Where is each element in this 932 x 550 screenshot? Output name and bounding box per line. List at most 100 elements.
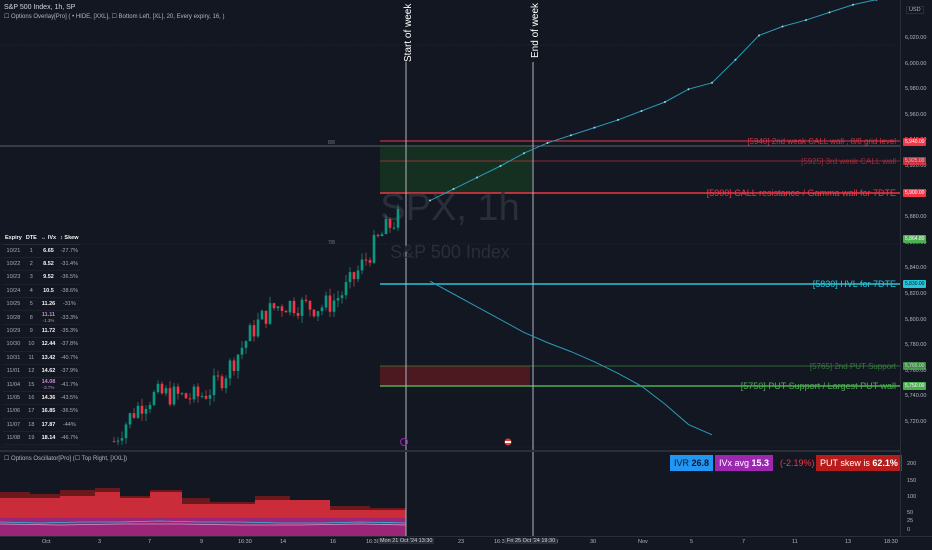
oscillator-tick-label: 25	[907, 518, 914, 524]
price-tick-label: 5,880.00	[905, 214, 927, 221]
projection-point	[546, 141, 549, 144]
table-row: 10/22 2 8.52 -31.4%	[3, 257, 81, 272]
skew-cell: -27.7%	[58, 244, 81, 258]
oscillator-tick-label: 0	[907, 527, 911, 533]
price-tick-label: 5,720.00	[905, 419, 927, 425]
ivr-chip: IVR 26.8	[670, 455, 714, 471]
candle-body	[272, 303, 276, 309]
expiry-cell: 11/07	[3, 418, 24, 432]
candle-body	[116, 440, 120, 442]
grid-mark-8-8: 8/8	[328, 140, 335, 146]
skew-cell: -31.4%	[58, 257, 81, 272]
candle-body	[256, 319, 260, 337]
tag-last-price: 5,864.80	[903, 235, 927, 243]
expiry-cell: 10/23	[3, 270, 24, 285]
projection-point	[852, 3, 854, 6]
event-marker-icon	[400, 438, 408, 446]
projection-point	[617, 118, 619, 121]
candlestick-series	[112, 204, 400, 446]
price-axis[interactable]: USD	[900, 0, 932, 536]
ivx-cell: 9.52	[38, 270, 59, 285]
level-5940-label: [5940] 2nd weak CALL wall , 8/8 grid lev…	[747, 137, 896, 146]
oscillator-ivx-line	[0, 523, 407, 526]
candle-body	[112, 441, 116, 443]
expiry-cell: 10/30	[3, 337, 24, 352]
ivx-change: -3.7%	[42, 385, 55, 391]
dte-cell: 10	[23, 337, 39, 352]
candle-body	[296, 313, 300, 316]
candle-body	[244, 341, 248, 348]
price-tick-label: 5,840.00	[905, 265, 927, 272]
projection-point	[523, 152, 525, 155]
table-row: 11/08 19 18.14 -46.7%	[3, 431, 81, 446]
ivx-value: 12.44	[41, 341, 56, 348]
projection-point	[758, 34, 760, 37]
table-row: 11/05 16 14.36 -43.5%	[3, 391, 81, 406]
candle-body	[160, 383, 164, 394]
ivx-change: -1.3%	[42, 318, 55, 324]
tag-5765: 5,765.00	[903, 362, 927, 370]
candle-body	[148, 404, 152, 409]
pane-separator[interactable]	[0, 450, 900, 452]
expiry-cell: 10/24	[3, 284, 24, 299]
skew-cell: -44%	[58, 418, 81, 432]
expiry-cell: 10/29	[3, 324, 24, 339]
put-zone-box	[380, 366, 530, 386]
ivr-label: IVR	[674, 458, 690, 468]
candle-body	[184, 393, 188, 399]
put-skew-label: PUT skew is	[820, 458, 870, 468]
price-tick-label: 5,920.00	[905, 163, 927, 169]
table-row: 10/29 9 11.72 -35.3%	[3, 324, 81, 339]
candle-body	[300, 299, 304, 316]
oscillator-chart[interactable]	[0, 452, 900, 536]
candle-body	[132, 413, 136, 418]
overlay-indicator-title[interactable]: ☐ Options Overlay[Pro] ( • HIDE, [XXL], …	[4, 14, 225, 20]
expiry-cell: 11/01	[3, 364, 24, 379]
skew-cell: -31%	[58, 297, 81, 312]
price-tick-label: 5,980.00	[905, 86, 927, 93]
projection-lower-line	[429, 280, 713, 436]
ivx-cell: 11.26	[38, 297, 59, 312]
dte-cell: 11	[23, 351, 39, 366]
ivx-value: 15.3	[751, 458, 770, 468]
expiry-cell: 10/28	[3, 310, 24, 325]
expiry-cell: 10/21	[3, 244, 24, 258]
price-chart[interactable]: SPX, 1h S&P 500 Index 8/8 7/8	[0, 0, 900, 450]
call-zone-box	[380, 145, 532, 193]
table-row: 10/30 10 12.44 -37.8%	[3, 337, 81, 352]
currency-label[interactable]: USD	[906, 6, 924, 14]
table-row: 11/06 17 16.85 -36.5%	[3, 404, 81, 419]
time-tick-label: Nov	[638, 539, 648, 545]
price-tick-label: 6,000.00	[905, 60, 927, 67]
candle-body	[308, 300, 312, 310]
time-tick-label: 11	[792, 539, 798, 545]
table-row: 10/25 5 11.26 -31%	[3, 297, 81, 312]
projection-upper-line	[429, 0, 877, 202]
oscillator-tick-label: 100	[907, 494, 917, 500]
dte-cell: 17	[23, 404, 39, 419]
price-tick-label: 5,820.00	[905, 291, 927, 297]
oscillator-title[interactable]: ☐ Options Oscillator[Pro] (☐ Top Right, …	[4, 456, 128, 462]
candle-body	[332, 300, 336, 312]
candle-body	[200, 395, 204, 397]
tag-5750: 5,750.00	[903, 382, 927, 390]
expiry-cell: 10/31	[3, 351, 24, 366]
candle-body	[176, 386, 180, 394]
candle-body	[136, 405, 140, 418]
candle-body	[140, 405, 144, 414]
projection-point	[664, 101, 666, 103]
candle-body	[288, 300, 292, 313]
ivx-cell: 14.62	[38, 364, 59, 379]
candle-body	[172, 386, 176, 405]
watermark-name: S&P 500 Index	[390, 242, 510, 262]
candle-body	[196, 386, 200, 397]
candle-body	[152, 392, 156, 405]
dte-cell: 8	[23, 310, 39, 325]
oscillator-tick-label: 150	[907, 478, 917, 484]
symbol-title: S&P 500 Index, 1h, SP	[4, 4, 76, 11]
table-row: 10/28 8 11.11 -1.3% -33.3%	[3, 310, 81, 325]
candle-body	[388, 219, 392, 228]
time-axis[interactable]	[0, 536, 932, 550]
col-skew: ↕ Skew	[58, 233, 81, 245]
time-tick-label: 5	[690, 539, 694, 545]
